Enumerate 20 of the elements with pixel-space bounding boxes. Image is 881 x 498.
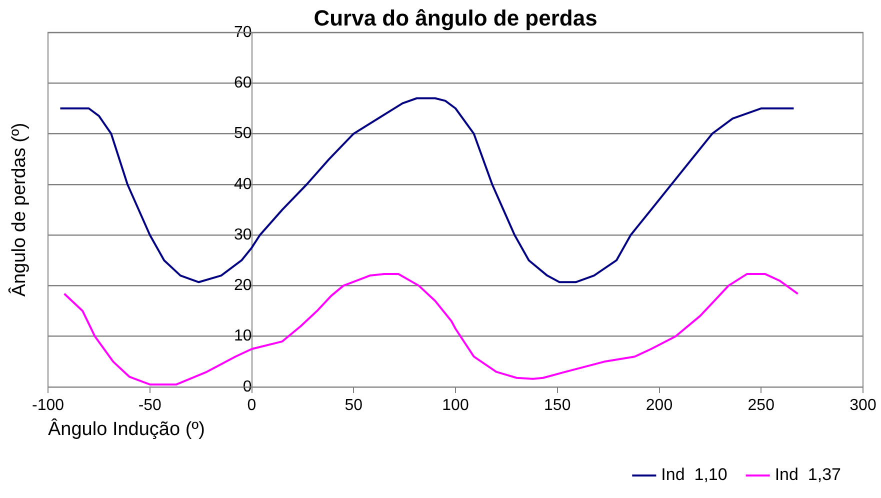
y-axis-title: Ângulo de perdas (º) [8, 122, 30, 297]
x-tick-label: 200 [646, 397, 673, 414]
x-tick-label: -50 [138, 397, 162, 414]
x-tick-label: 300 [850, 397, 876, 414]
x-tick-label: 100 [442, 397, 469, 414]
x-tick-label: -100 [32, 397, 64, 414]
y-tick-label: 20 [234, 277, 252, 294]
x-axis-title: Ângulo Indução (º) [48, 418, 205, 440]
y-tick-label: 70 [234, 24, 252, 41]
x-tick-label: 150 [544, 397, 571, 414]
y-tick-label: 40 [234, 176, 252, 193]
legend-label: Ind 1,37 [774, 465, 842, 484]
y-tick-label: 10 [234, 328, 252, 345]
legend-label: Ind 1,10 [661, 465, 728, 484]
x-tick-label: 50 [344, 397, 363, 414]
y-tick-label: 60 [234, 74, 252, 92]
x-tick-label: 250 [748, 397, 775, 414]
y-tick-label: 50 [234, 125, 252, 142]
chart-title: Curva do ângulo de perdas [314, 5, 598, 30]
y-tick-label: 30 [234, 226, 252, 244]
